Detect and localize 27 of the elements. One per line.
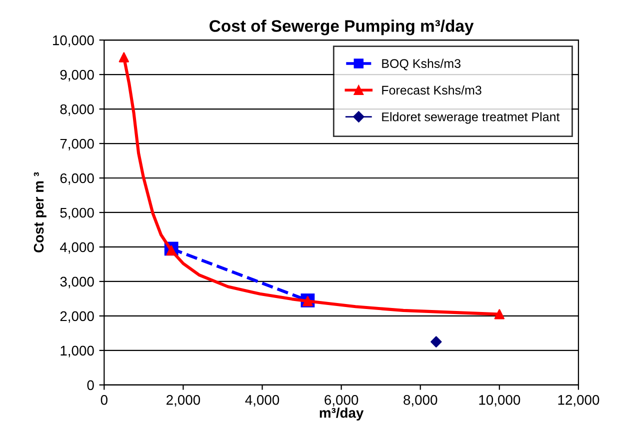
point: [118, 52, 130, 62]
x-tick-label: 6,000: [324, 395, 358, 406]
y-tick-label: 2,000: [60, 311, 94, 323]
y-tick-label: 6,000: [60, 173, 94, 185]
x-axis-title: m³/day: [320, 408, 364, 421]
x-tick-label: 4,000: [245, 395, 280, 406]
y-tick-label: 8,000: [60, 104, 94, 116]
point: [430, 336, 442, 348]
x-tick-label: 2,000: [166, 395, 200, 406]
y-tick-label: 9,000: [60, 70, 94, 82]
x-tick-label: 10,000: [479, 395, 520, 406]
y-tick-label: 4,000: [60, 242, 94, 254]
y-tick-label: 1,000: [60, 346, 94, 358]
y-tick-label: 5,000: [60, 208, 94, 220]
chart-title: Cost of Sewerge Pumping m³/day: [210, 20, 474, 36]
legend-label: BOQ Kshs/m3: [382, 58, 460, 70]
point: [494, 309, 504, 320]
y-tick-label: 10,000: [53, 35, 94, 47]
legend-label: Eldoret sewerage treatmet Plant: [382, 112, 560, 124]
x-tick-label: 12,000: [558, 395, 600, 406]
y-axis-title: Cost per m ³: [34, 172, 46, 252]
legend-label: Forecast Kshs/m3: [382, 85, 482, 95]
y-tick-label: 3,000: [60, 276, 94, 288]
y-tick-label: 0: [87, 380, 94, 390]
y-tick-label: 7,000: [60, 138, 94, 150]
x-tick-label: 8,000: [404, 395, 438, 406]
x-tick-label: 0: [100, 395, 108, 405]
